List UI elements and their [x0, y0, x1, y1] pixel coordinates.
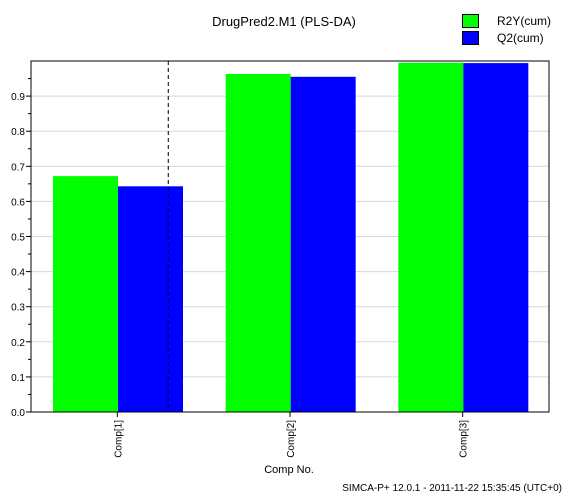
- plot-frame: [30, 60, 550, 413]
- bar-q2-cum--2: [290, 76, 356, 413]
- y-tick-label: 0.9: [11, 92, 25, 103]
- y-tick-label: 0.1: [11, 373, 25, 384]
- x-axis-label: Comp No.: [264, 464, 314, 476]
- bar-q2-cum--3: [463, 63, 529, 413]
- legend-swatch-q2: [462, 30, 479, 45]
- legend-label-q2: Q2(cum): [497, 30, 544, 45]
- bar-r2y-cum--2: [225, 73, 291, 412]
- legend-item-r2y: R2Y(cum): [462, 12, 551, 29]
- legend: R2Y(cum) Q2(cum): [462, 12, 551, 46]
- y-tick-label: 0.5: [11, 233, 25, 244]
- y-tick-label: 0.3: [11, 303, 25, 314]
- legend-swatch-r2y: [462, 13, 479, 28]
- y-tick-label: 0.2: [11, 338, 25, 349]
- bar-q2-cum--1: [118, 186, 183, 412]
- footer-stamp: SIMCA-P+ 12.0.1 - 2011-11-22 15:35:45 (U…: [342, 483, 562, 494]
- legend-label-r2y: R2Y(cum): [497, 13, 552, 28]
- bar-r2y-cum--3: [398, 62, 464, 412]
- bar-r2y-cum--1: [53, 176, 118, 412]
- y-tick-label: 0.8: [11, 127, 25, 138]
- y-tick-label: 0.7: [11, 162, 25, 173]
- x-tick-label: Comp[2]: [286, 420, 297, 458]
- x-tick-label: Comp[3]: [459, 420, 470, 458]
- y-tick-label: 0.4: [11, 268, 25, 279]
- y-tick-label: 0.6: [11, 197, 25, 208]
- x-tick-label: Comp[1]: [113, 420, 124, 458]
- legend-item-q2: Q2(cum): [462, 29, 551, 46]
- chart-title: DrugPred2.M1 (PLS-DA): [212, 14, 356, 29]
- y-tick-label: 0.0: [11, 408, 25, 419]
